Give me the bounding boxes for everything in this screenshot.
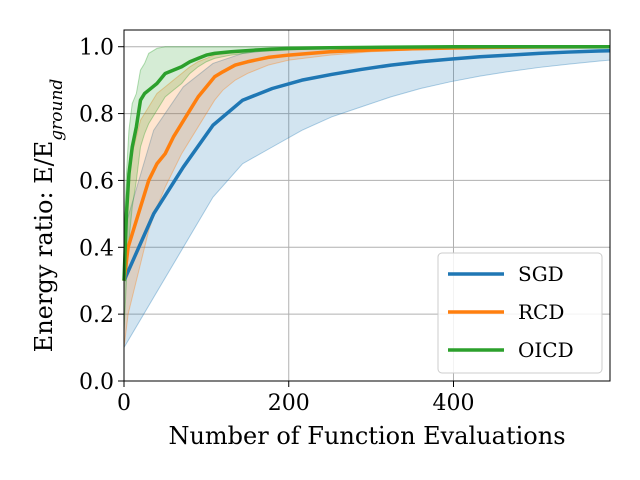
y-tick-label: 1.0 — [79, 36, 114, 61]
x-tick-label: 400 — [432, 391, 474, 416]
legend-label-oicd: OICD — [518, 338, 574, 362]
y-ticks: 0.0 0.2 0.4 0.6 0.8 1.0 — [79, 36, 124, 395]
x-tick-label: 0 — [117, 391, 131, 416]
x-axis-label: Number of Function Evaluations — [168, 422, 565, 450]
y-tick-label: 0.0 — [79, 370, 114, 395]
y-tick-label: 0.6 — [79, 169, 114, 194]
x-tick-label: 200 — [268, 391, 310, 416]
series-lines — [122, 44, 611, 282]
legend: SGD RCD OICD — [437, 252, 603, 374]
y-tick-label: 0.4 — [79, 236, 114, 261]
y-axis-label: Energy ratio: E/Eground — [30, 79, 67, 353]
legend-label-sgd: SGD — [518, 262, 564, 286]
legend-box — [437, 252, 603, 374]
plot-frame — [123, 29, 611, 382]
y-axis-label-subscript: ground — [47, 79, 67, 141]
series-line-oicd — [122, 44, 610, 281]
y-axis-label-main: Energy ratio: E/E — [30, 141, 58, 353]
x-ticks: 0 200 400 — [117, 381, 474, 416]
y-tick-label: 0.2 — [79, 303, 114, 328]
y-tick-label: 0.8 — [79, 103, 114, 128]
legend-label-rcd: RCD — [518, 300, 564, 324]
series-line-sgd — [122, 48, 611, 282]
